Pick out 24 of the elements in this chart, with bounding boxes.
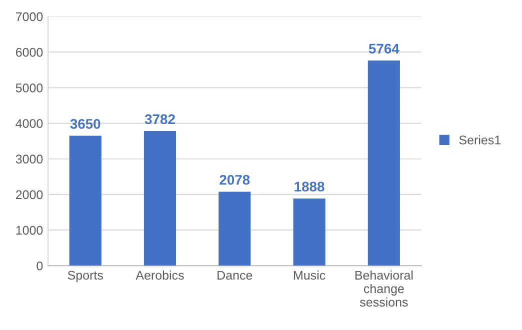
x-tick-label: Sports xyxy=(68,270,103,282)
x-tick-label: Dance xyxy=(218,270,252,280)
y-tick-label: 7000 xyxy=(16,12,43,22)
y-tick-label: 5000 xyxy=(16,83,43,92)
x-tick-label: Aerobics xyxy=(136,270,184,280)
y-tick-label: 2000 xyxy=(16,190,43,200)
y-tick-label: 6000 xyxy=(16,48,43,57)
bar xyxy=(218,192,251,266)
x-tick-label: Behavioral change sessions xyxy=(355,270,413,307)
y-tick-label: 0 xyxy=(36,261,43,270)
legend-label: Series1 xyxy=(459,135,500,144)
bar xyxy=(144,131,176,266)
y-tick-label: 1000 xyxy=(16,226,43,235)
bar xyxy=(293,198,326,266)
x-tick-label: Music xyxy=(294,270,326,280)
y-tick-label: 3000 xyxy=(16,154,43,164)
bar xyxy=(69,136,102,266)
data-label: 3782 xyxy=(144,114,175,124)
data-label: 1888 xyxy=(294,182,324,192)
y-tick-label: 4000 xyxy=(16,119,43,128)
data-label: 2078 xyxy=(220,174,250,185)
bar xyxy=(368,60,400,266)
data-label: 5764 xyxy=(368,44,400,54)
data-label: 3650 xyxy=(70,118,100,129)
